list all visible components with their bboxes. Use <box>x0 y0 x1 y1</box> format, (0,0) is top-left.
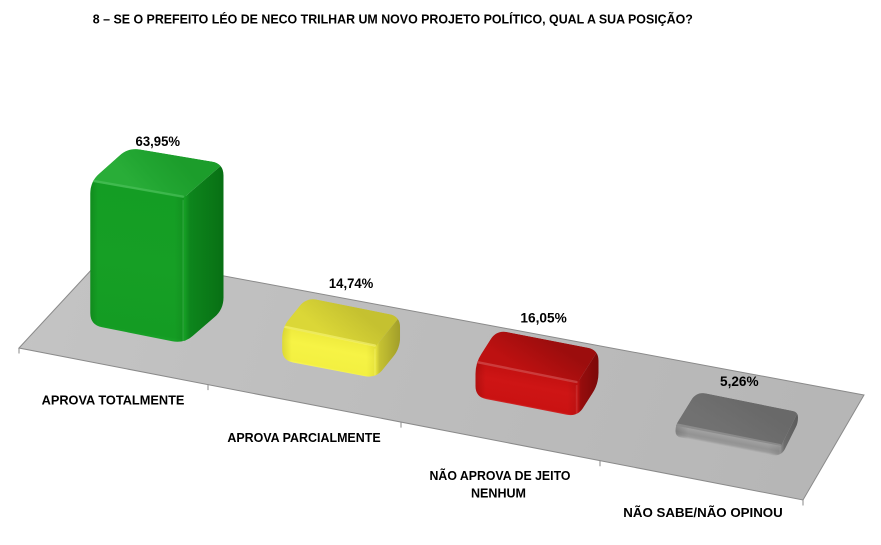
svg-text:63,95%: 63,95% <box>136 134 181 149</box>
svg-text:16,05%: 16,05% <box>520 311 566 326</box>
svg-text:NÃO SABE/NÃO OPINOU: NÃO SABE/NÃO OPINOU <box>623 505 783 520</box>
svg-text:14,74%: 14,74% <box>329 276 373 291</box>
svg-text:NENHUM: NENHUM <box>471 486 526 501</box>
svg-text:NÃO APROVA DE JEITO: NÃO APROVA DE JEITO <box>430 468 571 483</box>
svg-text:APROVA PARCIALMENTE: APROVA PARCIALMENTE <box>227 430 381 445</box>
svg-text:APROVA TOTALMENTE: APROVA TOTALMENTE <box>42 393 185 408</box>
svg-text:8 – SE O PREFEITO LÉO DE NECO: 8 – SE O PREFEITO LÉO DE NECO TRILHAR UM… <box>93 12 693 27</box>
svg-text:5,26%: 5,26% <box>720 374 759 389</box>
